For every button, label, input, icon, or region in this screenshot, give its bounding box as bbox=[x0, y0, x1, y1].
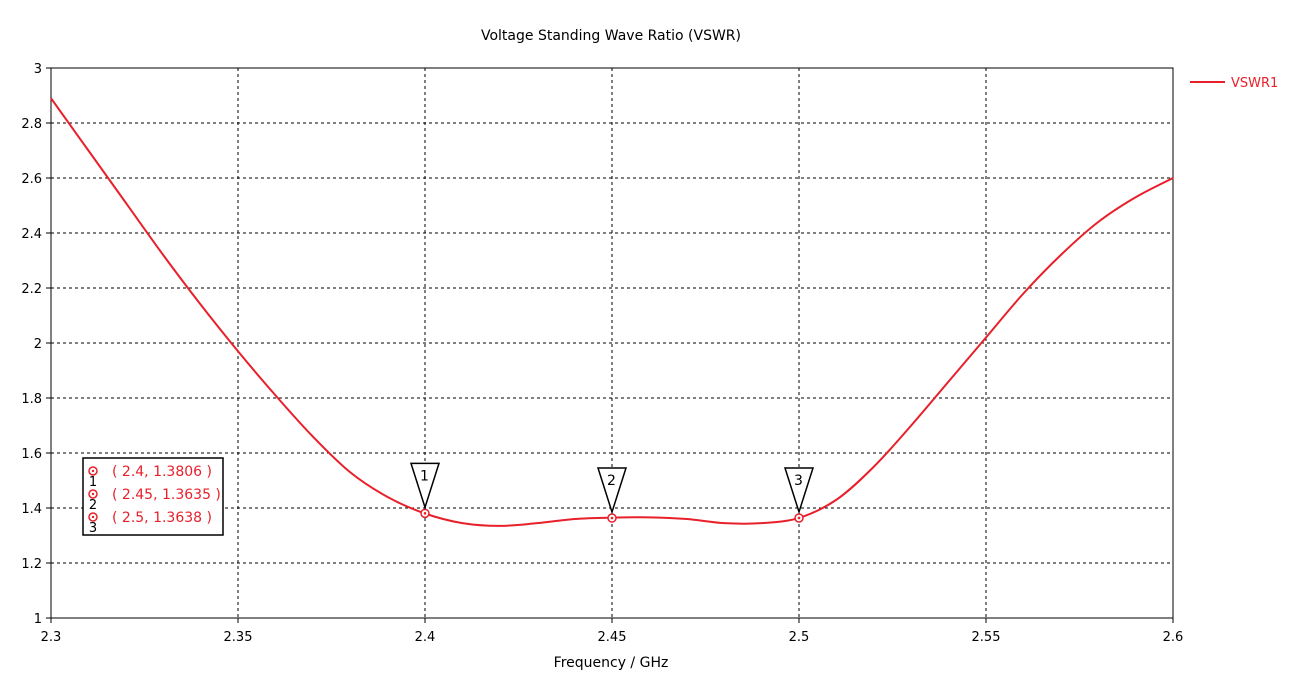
x-tick-label: 2.45 bbox=[598, 630, 627, 645]
marker-dot-2 bbox=[610, 516, 614, 520]
y-tick-label: 1 bbox=[34, 612, 42, 627]
marker-callout-label-2: 2 bbox=[607, 473, 616, 489]
marker-table-icon-dot bbox=[91, 492, 95, 496]
y-tick-label: 1.6 bbox=[21, 447, 42, 462]
y-tick-label: 2.8 bbox=[21, 117, 42, 132]
y-tick-label: 3 bbox=[34, 62, 42, 77]
marker-table[interactable]: 1 ( 2.4, 1.3806 ) 2 ( 2.45, 1.3635 ) 3 ( 2.5,… bbox=[82, 457, 224, 536]
marker-callout-2 bbox=[596, 467, 628, 515]
x-tick-label: 2.3 bbox=[41, 630, 62, 645]
marker-table-value: ( 2.5, 1.3638 ) bbox=[112, 510, 212, 526]
y-tick-label: 2 bbox=[34, 337, 42, 352]
markers-layer: 1 2 3 bbox=[409, 462, 815, 523]
marker-callout-label-1: 1 bbox=[420, 468, 429, 484]
y-tick-label: 2.6 bbox=[21, 172, 42, 187]
x-tick-label: 2.5 bbox=[789, 630, 810, 645]
y-tick-label: 1.8 bbox=[21, 392, 42, 407]
marker-dot-3 bbox=[797, 516, 801, 520]
marker-callout-3 bbox=[783, 467, 815, 515]
legend-label: VSWR1 bbox=[1231, 76, 1278, 91]
marker-table-box bbox=[82, 457, 224, 536]
marker-table-index: 2 bbox=[89, 498, 97, 513]
marker-table-index: 3 bbox=[89, 521, 97, 536]
marker-table-icon-dot bbox=[91, 515, 95, 519]
x-tick-label: 2.35 bbox=[224, 630, 253, 645]
y-tick-label: 1.4 bbox=[21, 502, 42, 517]
y-tick-label: 2.4 bbox=[21, 227, 42, 242]
marker-callout-label-3: 3 bbox=[794, 473, 803, 489]
x-tick-label: 2.55 bbox=[972, 630, 1001, 645]
x-axis-ticks: 2.3 2.35 2.4 2.45 2.5 2.55 2.6 bbox=[41, 618, 1184, 645]
marker-table-value: ( 2.45, 1.3635 ) bbox=[112, 487, 221, 503]
legend[interactable]: VSWR1 bbox=[1190, 76, 1278, 91]
marker-table-index: 1 bbox=[89, 475, 97, 490]
marker-table-icon-dot bbox=[91, 469, 95, 473]
marker-callout-1 bbox=[409, 462, 441, 510]
marker-table-value: ( 2.4, 1.3806 ) bbox=[112, 464, 212, 480]
marker-dot-1 bbox=[423, 512, 427, 515]
x-axis-label: Frequency / GHz bbox=[554, 655, 669, 671]
x-tick-label: 2.6 bbox=[1163, 630, 1184, 645]
x-tick-label: 2.4 bbox=[415, 630, 436, 645]
y-tick-label: 1.2 bbox=[21, 557, 42, 572]
y-tick-label: 2.2 bbox=[21, 282, 42, 297]
chart-title: Voltage Standing Wave Ratio (VSWR) bbox=[481, 28, 741, 44]
y-axis-ticks: 1 1.2 1.4 1.6 1.8 2 2.2 2.4 2.6 2.8 3 bbox=[21, 62, 51, 627]
